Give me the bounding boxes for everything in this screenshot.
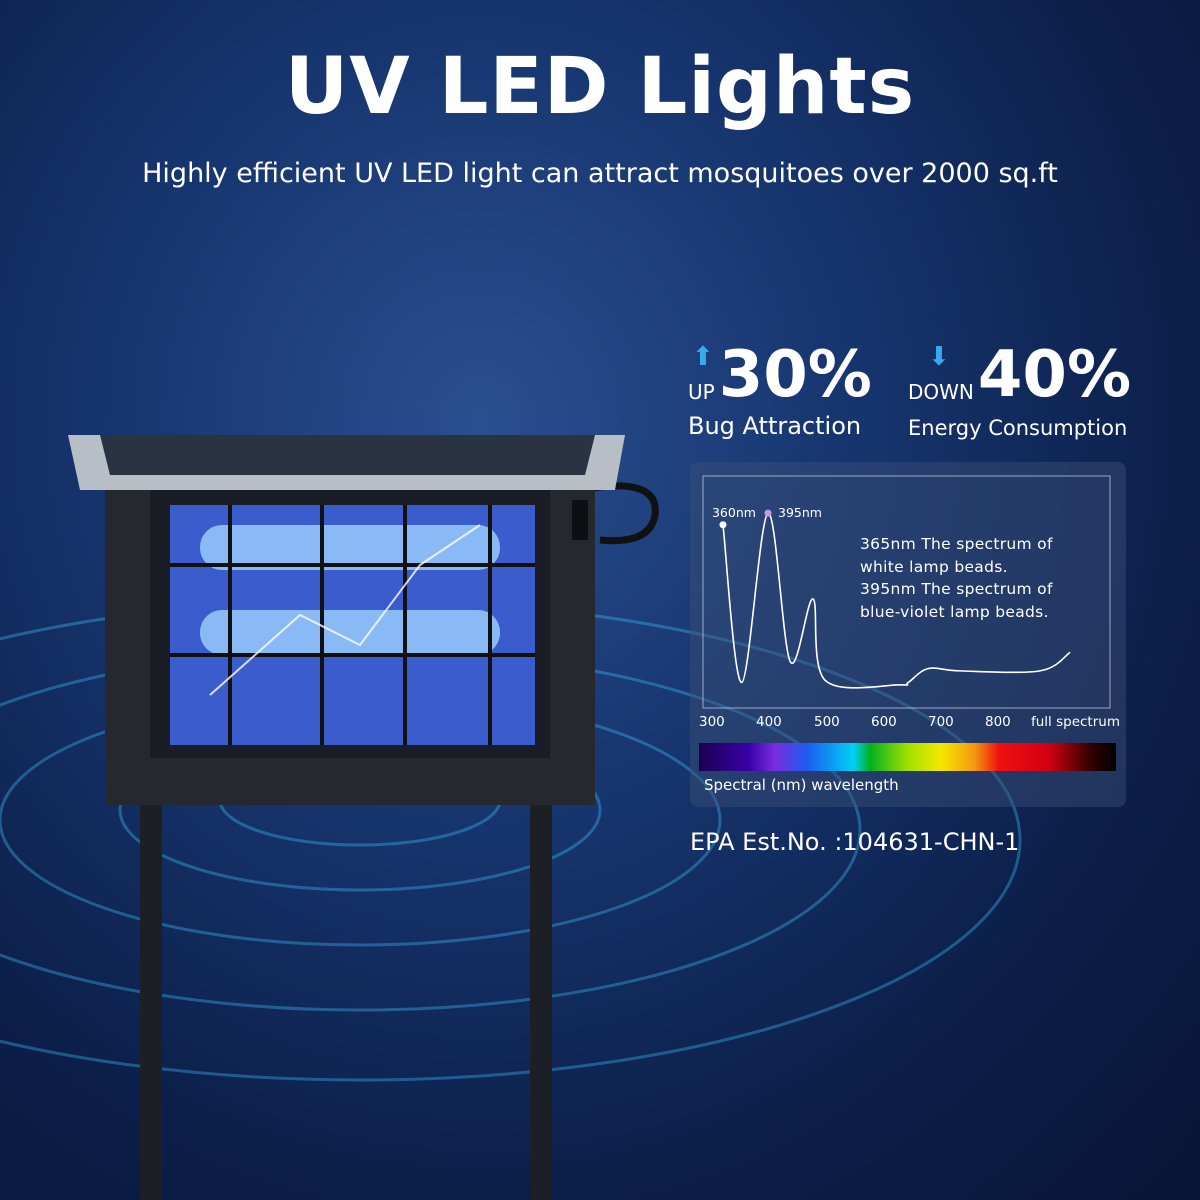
x-tick-label: 300 [699, 714, 725, 730]
stat-label: Energy Consumption [908, 416, 1128, 440]
left-stake [140, 745, 162, 1200]
page-title: UV LED Lights [284, 42, 916, 132]
right-stake [530, 745, 552, 1200]
stat-direction: ⬇ DOWN [908, 342, 974, 404]
stat-value: 40% [977, 338, 1132, 412]
peak-marker [719, 521, 727, 529]
grille-bars [170, 505, 535, 745]
x-tick-label: 500 [814, 714, 840, 730]
x-tick-label: 800 [985, 714, 1011, 730]
stat-label: Bug Attraction [688, 412, 862, 440]
spectrum-curve [722, 512, 1071, 689]
stat-bug-attraction: ⬆ UP 30% Bug Attraction [688, 340, 872, 440]
x-tick-label: 600 [871, 714, 897, 730]
x-tick-label: 400 [756, 714, 782, 730]
peak-label: 395nm [778, 505, 822, 520]
uv-tube [200, 610, 500, 655]
stat-value: 30% [718, 338, 872, 412]
power-switch [572, 500, 588, 540]
bug-zapper-device [68, 435, 659, 1200]
chart-note: 365nm The spectrum of white lamp beads. 39… [860, 535, 1053, 621]
lightning-bolt [209, 524, 481, 696]
peak-label: 360nm [712, 505, 756, 520]
solar-panel [100, 435, 595, 475]
arrow-down-icon: ⬇ [928, 342, 950, 372]
uv-tube [200, 525, 500, 570]
stat-direction: ⬆ UP [688, 342, 715, 404]
x-tick-label: 700 [928, 714, 954, 730]
x-axis-label: Spectral (nm) wavelength [704, 776, 899, 794]
cable [579, 482, 659, 545]
page-subtitle: Highly efficient UV LED light can attrac… [142, 158, 1058, 189]
epa-number: EPA Est.No. :104631-CHN-1 [690, 828, 1020, 856]
stat-energy: ⬇ DOWN 40% Energy Consumption [908, 340, 1131, 440]
arrow-up-icon: ⬆ [692, 342, 714, 372]
x-tick-label: full spectrum [1031, 714, 1120, 730]
plot-frame [702, 475, 1111, 709]
peak-marker [764, 509, 772, 517]
spectrum-color-bar [699, 743, 1116, 771]
